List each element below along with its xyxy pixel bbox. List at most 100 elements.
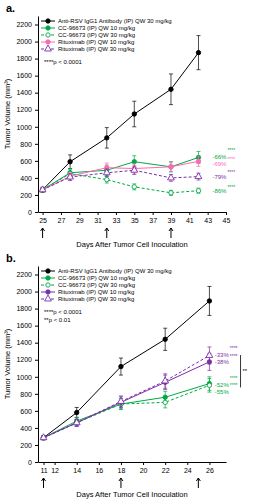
marker [73,419,80,425]
error-bar [207,378,211,392]
tick-label: 200 [20,192,32,199]
tick-mark [208,212,209,215]
tick-label: 20 [140,467,148,474]
tick: 2000 [16,38,38,45]
error-bar [105,128,109,148]
tick: 200 [20,192,38,199]
tick-label: 25 [39,217,47,224]
tick-mark [35,292,38,293]
tick-label: 400 [20,175,32,182]
dosing-arrow [169,228,173,238]
tick-label: 22 [162,467,170,474]
tick: 22 [162,462,170,474]
legend-item: Anti-RSV IgG1 Antibody (IP) QW 30 mg/kg [41,268,172,274]
tick-label: 16 [95,467,103,474]
tick-mark [134,212,135,215]
tick: 31 [94,212,102,224]
error-bar [169,190,173,195]
error-bar [132,184,136,190]
series [41,377,211,440]
dosing-arrow [196,478,200,488]
tick-label: 1200 [16,106,32,113]
tick-label: 2000 [16,38,32,45]
point [105,136,109,140]
series [39,166,202,192]
tick-label: 2200 [16,271,32,278]
tick-label: 31 [94,217,102,224]
marker [207,383,211,387]
tick: 33 [113,212,121,224]
tick: 41 [186,212,194,224]
error-bar [207,286,211,315]
tick-mark [35,25,38,26]
tick-mark [35,428,38,429]
tick-mark [121,462,122,465]
tick-mark [35,161,38,162]
tick-mark [226,212,227,215]
series [40,347,213,440]
note: ****p < 0.0001 [44,59,83,65]
tick: 37 [149,212,157,224]
legend-marker [46,283,50,287]
tick-mark [35,309,38,310]
tick-label: 1800 [16,305,32,312]
tick: 600 [20,408,38,415]
legend-marker [46,269,50,273]
legend-marker [46,276,50,280]
dosing-arrow [42,478,46,488]
tick-label: 14 [73,467,81,474]
tick-label: 45 [223,217,231,224]
legend-marker-shape [46,269,50,273]
tick-mark [35,360,38,361]
line [44,384,210,438]
point [68,160,72,164]
tick-mark [209,462,210,465]
tick-label: 43 [204,217,212,224]
tick-mark [35,178,38,179]
significance-stars: **** [230,375,238,381]
line [43,157,199,189]
error-bar [68,155,72,169]
significance-stars: **** [227,184,235,190]
series [41,353,211,440]
marker [207,299,211,303]
point [75,410,79,414]
error-bar [119,358,123,375]
marker [169,191,173,195]
tick-label: 37 [149,217,157,224]
error-bar [169,162,173,171]
legend: Anti-RSV IgG1 Antibody (IP) QW 30 mg/kgC… [41,18,172,52]
tick: 1600 [16,322,38,329]
tick: 2200 [16,271,38,278]
point [132,112,136,116]
tick-label: 26 [206,467,214,474]
bracket-label: ** [243,368,248,374]
tick: 1400 [16,339,38,346]
tick-mark [153,212,154,215]
tick-label: 1200 [16,356,32,363]
legend-marker [45,295,52,301]
significance-stars: **** [227,169,235,175]
marker [67,173,74,179]
dosing-arrow [41,228,45,238]
tick: 26 [206,462,214,474]
legend-marker-shape [45,295,52,301]
tick-mark [35,411,38,412]
legend-marker [46,33,50,37]
series [41,378,211,439]
tick-label: 0 [28,209,32,216]
percent-label: -33% [215,352,230,358]
axis-line [38,267,39,463]
tick: 11 [40,462,47,474]
line [44,301,210,438]
legend-marker [46,26,50,30]
tick-mark [35,377,38,378]
axis-line [39,462,227,463]
error-bar [169,74,173,105]
point [39,186,46,192]
point [169,165,173,169]
point [195,173,202,179]
legend-item: CC-96673 (IP) QW 30 mg/kg [41,282,135,288]
tick-mark [35,195,38,196]
x-axis: 2527293133353739414345 [39,212,231,224]
